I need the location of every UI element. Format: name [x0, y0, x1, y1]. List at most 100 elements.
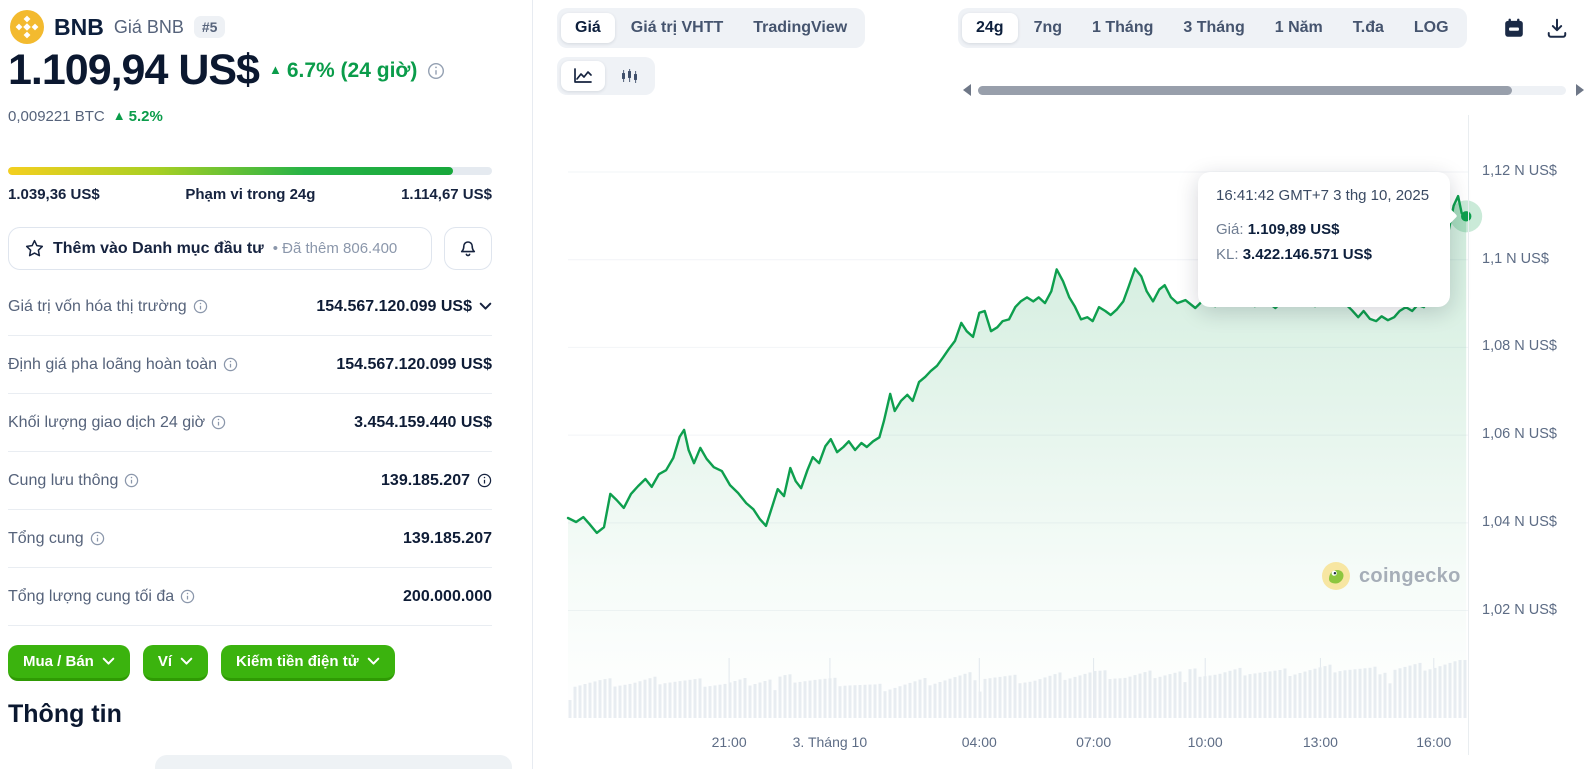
chart-scrollbar-thumb[interactable]	[978, 86, 1512, 95]
candlestick-chart-type-button[interactable]	[607, 61, 651, 91]
stat-row-4: Tổng cung 139.185.207	[8, 510, 492, 568]
line-chart-icon	[574, 68, 592, 83]
arrow-up-icon: ▲	[268, 62, 282, 77]
range-7ng[interactable]: 7ng	[1033, 19, 1063, 36]
coin-price: 1.109,94 US$	[8, 46, 260, 94]
action-label: Mua / Bán	[23, 653, 94, 670]
stat-value: 154.567.120.099 US$	[336, 356, 492, 374]
info-icon	[180, 589, 195, 604]
tab-Giá[interactable]: Giá	[561, 13, 615, 43]
chevron-down-icon	[102, 657, 115, 665]
watchlist-label: Thêm vào Danh mục đầu tư	[53, 239, 264, 257]
coin-header: BNB Giá BNB #5	[10, 10, 226, 44]
calendar-icon	[1505, 18, 1523, 37]
price-chart-plot[interactable]	[566, 115, 1483, 719]
chevron-down-icon	[479, 302, 492, 310]
range-T.đa[interactable]: T.đa	[1352, 19, 1384, 36]
tooltip-volume-row: KL: 3.422.146.571 US$	[1216, 246, 1372, 263]
x-axis-label: 13:00	[1302, 734, 1338, 750]
stat-value-text: 139.185.207	[381, 471, 470, 489]
arrow-up-icon: ▲	[112, 108, 126, 123]
price-info-icon[interactable]	[427, 62, 445, 80]
chart-type-toggle	[557, 57, 655, 95]
y-axis-label: 1,1 N US$	[1482, 250, 1549, 267]
price-alert-button[interactable]	[444, 227, 492, 270]
watchlist-row: Thêm vào Danh mục đầu tư • Đã thêm 806.4…	[8, 227, 492, 270]
range-3 Tháng[interactable]: 3 Tháng	[1183, 19, 1245, 36]
chevron-down-icon	[180, 657, 193, 665]
y-axis-label: 1,12 N US$	[1482, 163, 1557, 179]
stat-label: Tổng cung	[8, 530, 105, 548]
scroll-right-arrow[interactable]	[1576, 84, 1584, 96]
stat-label: Tổng lượng cung tối đa	[8, 588, 195, 606]
coingecko-watermark: coingecko	[1322, 562, 1461, 590]
btc-change: ▲ 5.2%	[113, 108, 163, 125]
stat-value-text: 200.000.000	[403, 587, 492, 605]
x-axis-label: 21:00	[711, 734, 747, 750]
range-LOG[interactable]: LOG	[1413, 19, 1449, 36]
price-change-24h: ▲ 6.7% (24 giờ)	[269, 59, 417, 83]
key-stats-table: Giá trị vốn hóa thị trường 154.567.120.09…	[8, 278, 492, 626]
tab-TradingView[interactable]: TradingView	[753, 19, 848, 36]
stat-label: Giá trị vốn hóa thị trường	[8, 298, 208, 316]
action-label: Kiếm tiền điện tử	[236, 653, 359, 670]
y-axis-label: 1,06 N US$	[1482, 426, 1557, 443]
info-section-pill	[155, 755, 512, 769]
coin-symbol: BNB	[54, 13, 104, 40]
stat-value: 139.185.207	[403, 530, 492, 548]
download-icon	[1547, 18, 1567, 38]
stat-label-text: Khối lượng giao dịch 24 giờ	[8, 413, 206, 431]
x-axis-label: 10:00	[1187, 734, 1223, 750]
tooltip-volume-value: 3.422.146.571 US$	[1242, 246, 1372, 263]
info-icon	[477, 473, 492, 488]
stat-label-text: Giá trị vốn hóa thị trường	[8, 297, 187, 315]
info-icon	[193, 299, 207, 314]
btc-change-text: 5.2%	[128, 108, 163, 125]
range-24g[interactable]: 24g	[962, 13, 1018, 43]
coingecko-logo-icon	[1322, 562, 1350, 590]
stat-label-text: Tổng cung	[8, 529, 84, 547]
y-axis-label: 1,02 N US$	[1482, 601, 1557, 618]
add-to-portfolio-button[interactable]: Thêm vào Danh mục đầu tư • Đã thêm 806.4…	[8, 227, 432, 270]
watchlist-added-count: • Đã thêm 806.400	[272, 240, 398, 257]
stat-value-text: 3.454.159.440 US$	[354, 413, 492, 431]
x-axis-label: 3. Tháng 10	[792, 734, 868, 750]
stat-label-text: Tổng lượng cung tối đa	[8, 587, 175, 605]
stat-label: Khối lượng giao dịch 24 giờ	[8, 414, 226, 432]
stat-label: Cung lưu thông	[8, 472, 139, 490]
download-chart-button[interactable]	[1546, 17, 1568, 39]
date-range-picker-button[interactable]	[1503, 17, 1525, 39]
range-title: Phạm vi trong 24g	[185, 186, 316, 203]
action-button-1[interactable]: Ví	[142, 645, 209, 681]
stat-row-1: Định giá pha loãng hoàn toàn 154.567.120.…	[8, 336, 492, 394]
chart-tab-bar: Giá Giá trị VHTT TradingView	[557, 8, 866, 48]
x-axis-label: 16:00	[1416, 734, 1452, 750]
range-1 Năm[interactable]: 1 Năm	[1274, 19, 1323, 36]
price-row: 1.109,94 US$ ▲ 6.7% (24 giờ)	[8, 46, 445, 95]
tab-Giá trị VHTT[interactable]: Giá trị VHTT	[630, 19, 724, 36]
info-icon	[211, 415, 226, 430]
btc-conversion-row: 0,009221 BTC ▲ 5.2%	[8, 108, 163, 125]
range-low: 1.039,36 US$	[8, 186, 100, 203]
time-range-bar: 24g 7ng 1 Tháng 3 Tháng 1 Năm T.đa LOG	[958, 8, 1467, 48]
scroll-left-arrow[interactable]	[963, 84, 971, 96]
market-cap-expand[interactable]: 154.567.120.099 US$	[316, 298, 492, 316]
x-axis-label: 04:00	[961, 734, 997, 750]
bell-icon	[460, 241, 476, 257]
action-button-2[interactable]: Kiếm tiền điện tử	[221, 645, 395, 681]
line-chart-type-button[interactable]	[561, 61, 605, 91]
y-axis-label: 1,08 N US$	[1482, 338, 1557, 355]
range-1 Tháng[interactable]: 1 Tháng	[1092, 19, 1154, 36]
stat-label-text: Cung lưu thông	[8, 471, 119, 489]
stat-row-0: Giá trị vốn hóa thị trường 154.567.120.09…	[8, 278, 492, 336]
info-icon	[223, 357, 238, 372]
price-line-chart	[566, 171, 1483, 719]
candlestick-chart-icon	[622, 69, 637, 83]
price-area-fill	[568, 196, 1467, 719]
panel-divider	[532, 0, 533, 769]
action-buttons: Mua / Bán Ví Kiếm tiền điện tử	[8, 645, 395, 681]
y-axis-label: 1,04 N US$	[1482, 513, 1557, 530]
tooltip-timestamp: 16:41:42 GMT+7 3 thg 10, 2025	[1216, 187, 1430, 204]
action-button-0[interactable]: Mua / Bán	[8, 645, 130, 681]
stat-value: 200.000.000	[403, 588, 492, 606]
